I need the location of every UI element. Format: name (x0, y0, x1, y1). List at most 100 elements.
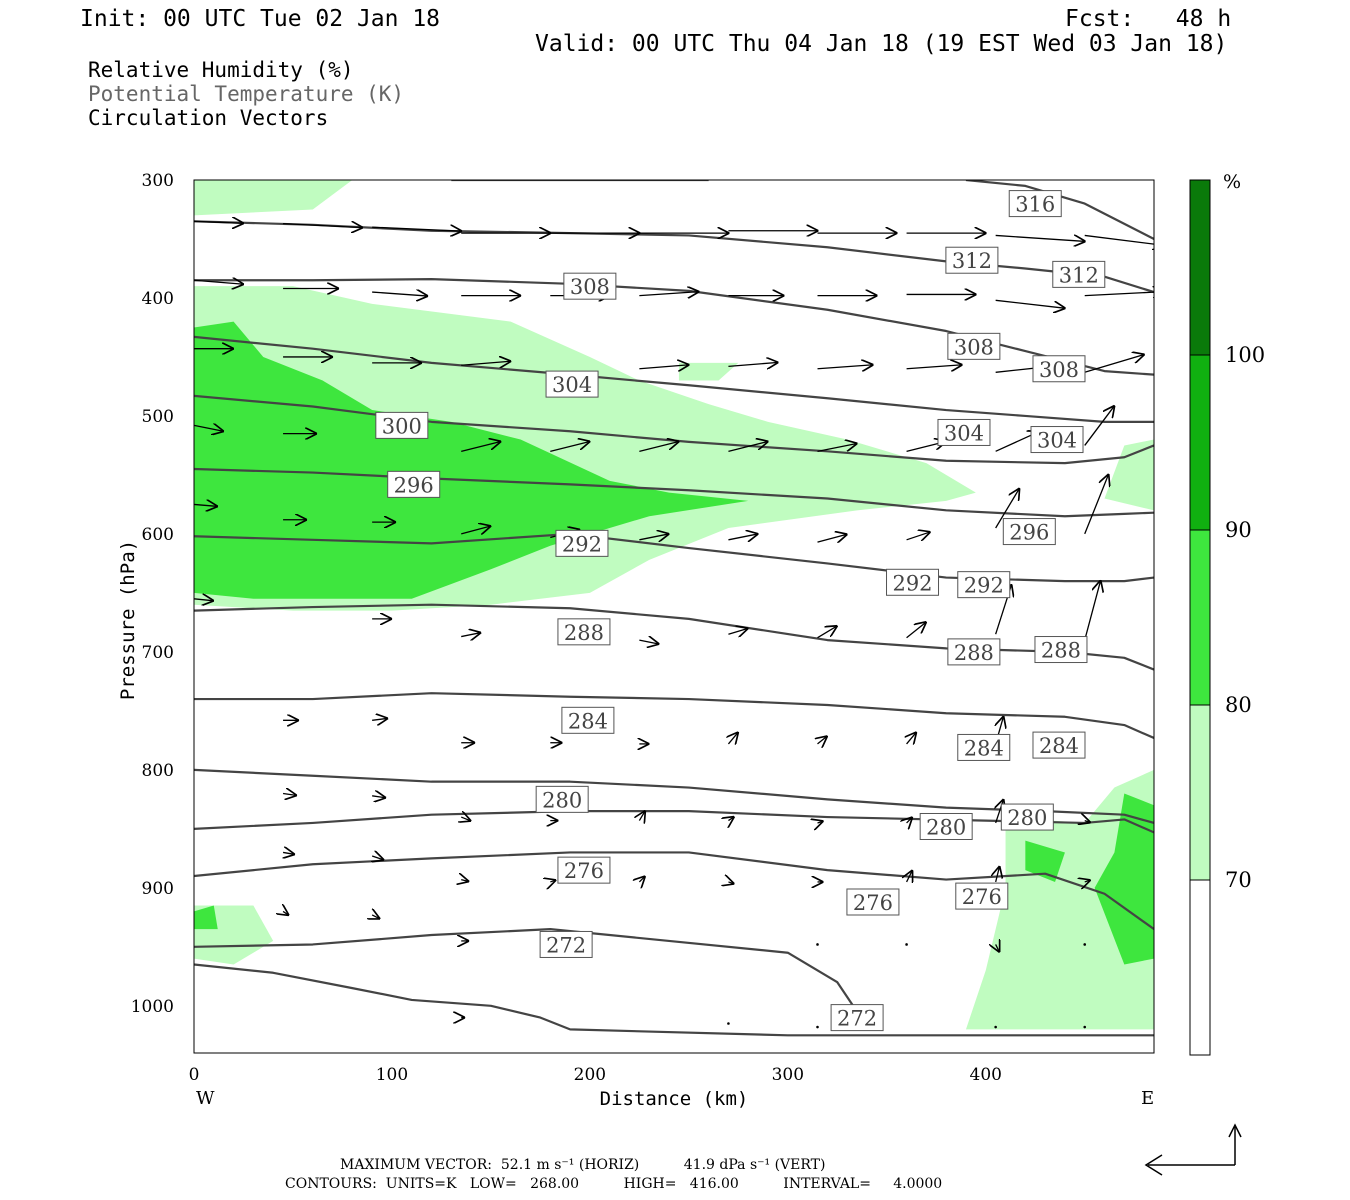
theta-contour-296 (194, 467, 1154, 518)
circulation-vector (1084, 234, 1154, 245)
contour-label-box (947, 638, 1001, 666)
colorbar: % 70 80 90 100 (1189, 171, 1265, 1056)
circulation-vector (461, 441, 501, 452)
contour-label-box (387, 470, 441, 498)
circulation-vector (194, 425, 224, 431)
contour-label: 280 (919, 812, 973, 840)
circulation-vector (372, 718, 388, 720)
circulation-vector (728, 628, 748, 634)
circulation-vector (728, 882, 734, 884)
contour-label-box (1008, 190, 1062, 218)
theta-contour-288 (194, 603, 1154, 671)
circulation-vector (816, 943, 819, 946)
circulation-vector (1083, 943, 1087, 946)
contour-label-text: 304 (552, 373, 592, 397)
y-tick-label: 300 (142, 171, 174, 191)
y-tick-label: 900 (142, 879, 174, 899)
contour-label-text: 280 (1007, 806, 1047, 830)
circulation-vector (639, 811, 645, 821)
contour-label: 292 (555, 529, 609, 557)
init-time: Init: 00 UTC Tue 02 Jan 18 (80, 6, 441, 32)
reference-vector-icon (1144, 1123, 1242, 1176)
contour-label: 312 (945, 246, 999, 274)
contour-label: 276 (557, 856, 611, 884)
contour-label-box (1034, 636, 1088, 664)
rh-region (965, 769, 1154, 1030)
contour-label-text: 308 (1039, 358, 1079, 382)
plot-frame (193, 179, 1155, 1054)
circulation-vector (372, 796, 386, 798)
contour-label-text: 308 (570, 275, 610, 299)
contour-label-box (1002, 518, 1056, 546)
circulation-vector (550, 880, 556, 882)
circulation-vector (372, 856, 384, 860)
contour-label-box (955, 882, 1009, 910)
contour-label-text: 280 (926, 815, 966, 839)
contour-label-box (886, 568, 940, 596)
valid-time: Valid: 00 UTC Thu 04 Jan 18 (19 EST Wed … (535, 31, 1228, 57)
theta-contour-312 (194, 220, 1154, 294)
theta-contour-280 (194, 810, 1154, 834)
x-tick-label: 100 (376, 1065, 408, 1085)
contour-label: 292 (886, 568, 940, 596)
y-tick-label: 500 (142, 407, 174, 427)
circulation-vector (817, 443, 858, 452)
y-tick-label: 600 (142, 525, 174, 545)
rh-region (194, 905, 218, 930)
circulation-vector (194, 504, 218, 506)
contour-label: 316 (1008, 190, 1062, 218)
contour-label-box (1000, 803, 1054, 831)
contour-label-text: 284 (568, 709, 608, 733)
contour-label-text: 288 (954, 641, 994, 665)
circulation-vector (639, 441, 679, 452)
circulation-vector (728, 441, 768, 452)
contour-label: 304 (545, 370, 599, 398)
x-axis-title: Distance (km) (600, 1088, 749, 1110)
circulation-vector (1084, 580, 1101, 641)
contour-label: 308 (947, 332, 1001, 360)
x-tick-label: 400 (970, 1065, 1002, 1085)
contour-label-text: 280 (542, 788, 582, 812)
circulation-vector (994, 1025, 997, 1029)
axis-layer: 300 400 500 600 700 800 900 1000 0 100 200 300 400 W E… (117, 171, 1154, 1110)
contour-label-box (945, 246, 999, 274)
circulation-vector (283, 224, 363, 228)
contour-label-text: 276 (853, 891, 893, 915)
x-end-label-east: E (1141, 1088, 1154, 1109)
y-tick-label: 800 (142, 761, 174, 781)
circulation-vector (639, 292, 699, 296)
contour-label-box (557, 618, 611, 646)
theta-contour-304 (194, 335, 1154, 423)
circulation-vector (818, 821, 824, 823)
colorbar-level-label: 80 (1225, 693, 1252, 717)
contour-label: 272 (830, 1004, 884, 1032)
contour-label: 304 (937, 418, 991, 446)
legend-vectors: Circulation Vectors (88, 106, 329, 130)
contour-label-box (539, 930, 593, 958)
contour-label-text: 304 (944, 421, 984, 445)
colorbar-segment (1189, 704, 1211, 881)
contour-label-box (563, 272, 617, 300)
circulation-vector (1084, 405, 1115, 446)
circulation-vector (818, 736, 828, 744)
circulation-vector (1085, 821, 1091, 823)
contour-label: 300 (375, 411, 429, 439)
contour-label-text: 316 (1015, 193, 1055, 217)
contour-label-box (1052, 260, 1106, 288)
contour-label-text: 288 (1041, 639, 1081, 663)
contour-label: 276 (846, 888, 900, 916)
contour-label-box (545, 370, 599, 398)
circulation-vector (1084, 474, 1109, 535)
contours-note: CONTOURS: UNITS=K LOW= 268.00 HIGH= 416.… (285, 1176, 943, 1192)
circulation-vector (728, 817, 734, 821)
circulation-vector (817, 365, 874, 369)
rh-region (194, 321, 749, 599)
contour-label-box (957, 733, 1011, 761)
circulation-vector (906, 532, 931, 540)
circulation-vector (907, 817, 913, 823)
contour-label-text: 312 (952, 249, 992, 273)
circulation-vector (996, 866, 1000, 883)
contour-label-box (937, 418, 991, 446)
contour-label-box (1032, 731, 1086, 759)
